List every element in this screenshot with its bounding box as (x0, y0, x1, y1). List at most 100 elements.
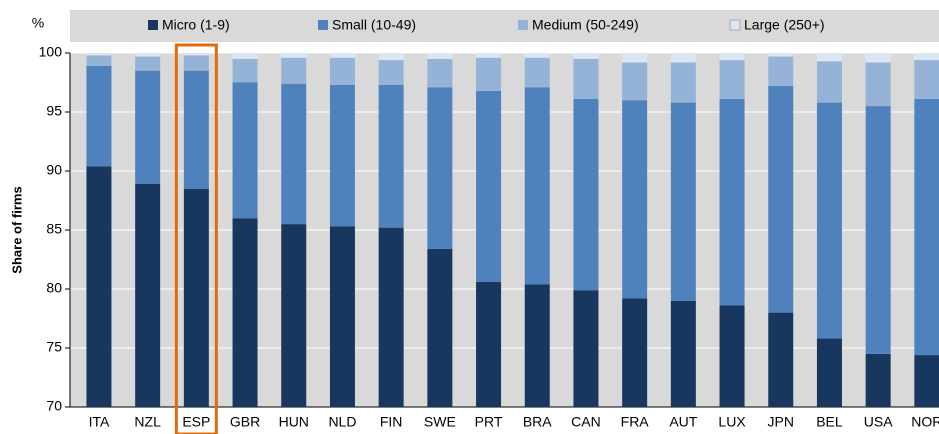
x-tick-label: ESP (182, 414, 210, 430)
bar-segment (914, 99, 939, 356)
bar-segment (135, 70, 161, 184)
bar-segment (476, 57, 502, 91)
x-tick-label: CAN (571, 414, 601, 430)
legend-label: Medium (50-249) (532, 17, 639, 33)
y-tick-label: 90 (46, 162, 62, 178)
bar-segment (670, 62, 696, 103)
y-tick-label: 85 (46, 221, 62, 237)
legend-swatch (518, 20, 528, 30)
bar-segment (816, 61, 842, 103)
bar-segment (524, 53, 550, 58)
y-axis-label: Share of firms (9, 186, 24, 273)
bar-segment (378, 53, 404, 61)
x-tick-label: SWE (424, 414, 456, 430)
bar-segment (476, 90, 502, 282)
bar-segment (816, 338, 842, 407)
bar-segment (670, 300, 696, 407)
bar-segment (183, 70, 209, 189)
bar-segment (476, 53, 502, 58)
y-tick-label: 100 (39, 44, 63, 60)
bar-segment (183, 55, 209, 71)
legend-swatch (318, 20, 328, 30)
bar-segment (524, 57, 550, 88)
bar-segment (427, 53, 453, 59)
bar-segment (670, 102, 696, 301)
y-tick-label: 95 (46, 103, 62, 119)
x-tick-label: ITA (89, 414, 110, 430)
bar-segment (135, 183, 161, 407)
x-tick-label: PRT (475, 414, 503, 430)
legend-label: Small (10-49) (332, 17, 416, 33)
x-tick-label: USA (864, 414, 893, 430)
x-tick-label: GBR (230, 414, 260, 430)
bar-segment (427, 248, 453, 407)
bar-segment (524, 87, 550, 285)
bar-segment (719, 60, 745, 100)
bar-segment (573, 58, 599, 100)
bar-segment (232, 218, 258, 407)
bar-segment (281, 83, 307, 225)
bar-segment (670, 53, 696, 63)
x-tick-label: FIN (380, 414, 403, 430)
bar-segment (622, 53, 648, 63)
bar-segment (524, 284, 550, 407)
bar-segment (427, 58, 453, 88)
x-tick-label: FRA (621, 414, 650, 430)
bar-segment (768, 53, 794, 57)
bar-segment (281, 53, 307, 58)
bar-segment (378, 60, 404, 85)
legend-label: Large (250+) (744, 17, 825, 33)
bar-segment (329, 226, 355, 407)
bar-segment (86, 166, 112, 407)
bar-segment (232, 58, 258, 83)
bar-segment (573, 99, 599, 291)
bar-segment (816, 53, 842, 62)
bar-segment (719, 99, 745, 306)
bar-segment (378, 84, 404, 228)
x-tick-label: NOR (911, 414, 939, 430)
bar-segment (865, 62, 891, 107)
bar-segment (183, 188, 209, 407)
x-tick-label: NLD (328, 414, 356, 430)
x-tick-label: BEL (816, 414, 843, 430)
bar-segment (865, 353, 891, 407)
bar-segment (768, 56, 794, 87)
bar-segment (86, 55, 112, 66)
legend-background (70, 10, 939, 42)
bar-segment (329, 53, 355, 58)
highlight-box (174, 43, 218, 434)
bar-segment (476, 281, 502, 407)
bar-segment (281, 57, 307, 84)
bar-segment (719, 53, 745, 61)
bar-segment (135, 53, 161, 57)
bar-segment (427, 87, 453, 249)
x-tick-label: HUN (279, 414, 309, 430)
bar-segment (329, 57, 355, 85)
bar-segment (86, 65, 112, 167)
x-tick-label: LUX (718, 414, 746, 430)
bar-segment (135, 56, 161, 71)
bar-segment (768, 86, 794, 313)
x-tick-label: AUT (669, 414, 697, 430)
bar-segment (378, 227, 404, 407)
legend-swatch (148, 20, 158, 30)
bar-segment (86, 53, 112, 56)
bar-segment (865, 53, 891, 63)
bar-segment (768, 312, 794, 407)
legend-swatch (729, 19, 741, 31)
bar-segment (329, 84, 355, 227)
bar-segment (573, 290, 599, 407)
bar-segment (816, 102, 842, 339)
bar-segment (719, 305, 745, 407)
x-tick-label: NZL (134, 414, 161, 430)
bar-segment (914, 60, 939, 100)
bar-segment (183, 53, 209, 56)
bar-segment (865, 106, 891, 354)
bar-segment (622, 298, 648, 407)
bar-segment (914, 355, 939, 407)
bar-segment (914, 53, 939, 61)
y-tick-label: 75 (46, 339, 62, 355)
bar-segment (281, 224, 307, 407)
x-tick-label: JPN (768, 414, 794, 430)
